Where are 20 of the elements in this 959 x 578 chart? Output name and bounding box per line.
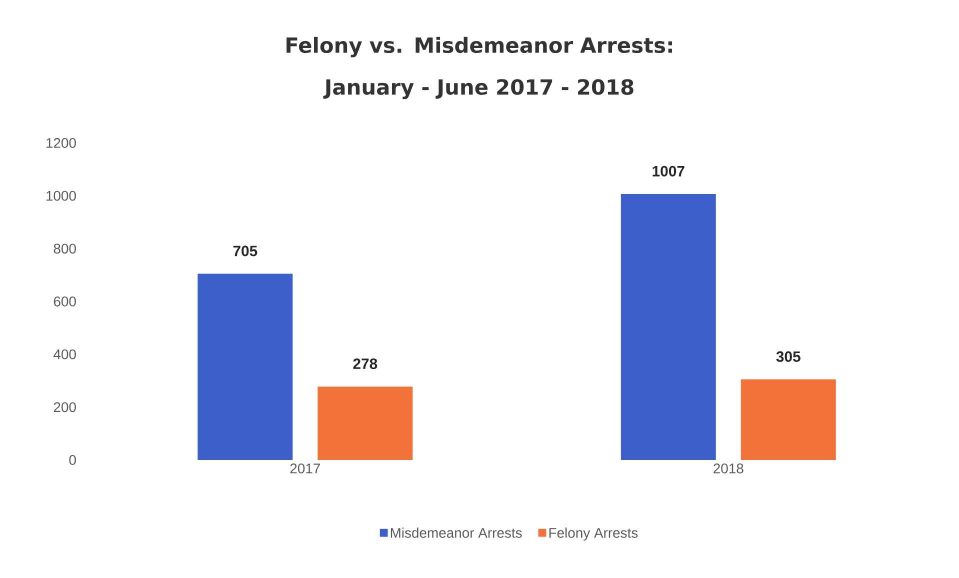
y-tick-label: 1200 [46, 138, 76, 148]
y-tick-label: 800 [54, 244, 76, 254]
data-label: 1007 [652, 166, 684, 176]
y-tick-label: 200 [54, 402, 76, 412]
legend-label: Misdemeanor Arrests [390, 528, 522, 538]
bar [318, 386, 413, 460]
legend-label: Felony Arrests [549, 528, 638, 541]
y-tick-label: 600 [54, 296, 76, 306]
data-label: 705 [233, 246, 258, 256]
y-tick-label: 0 [69, 455, 76, 465]
y-tick-label: 1000 [46, 190, 76, 201]
bar [740, 379, 836, 460]
data-label: 305 [776, 351, 800, 362]
x-tick-label: 2018 [714, 464, 744, 474]
y-tick-label: 400 [54, 349, 76, 360]
x-tick-label: 2017 [290, 464, 320, 474]
bar [198, 274, 293, 460]
bar [620, 194, 716, 460]
chart-title: Felony vs. Misdemeanor Arrests: January - June 2017 - 2018 [286, 36, 672, 100]
data-label: 278 [353, 358, 378, 370]
